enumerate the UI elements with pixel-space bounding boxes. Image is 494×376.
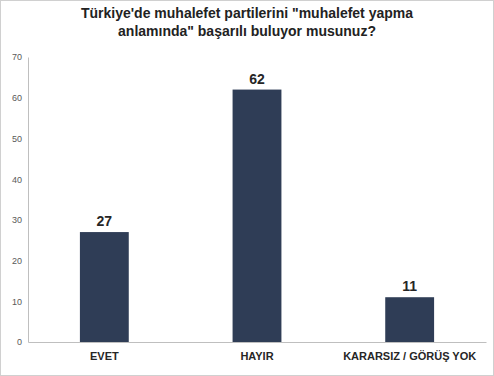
y-axis-line [28,58,29,343]
y-tick-label: 60 [12,93,22,103]
y-tick: 0 [17,337,28,347]
data-labels: 27 62 11 [97,71,418,295]
y-tick: 60 [12,93,28,103]
y-tick: 30 [12,215,28,225]
bar [233,90,282,342]
x-tick: HAYIR [240,342,273,362]
bars [80,90,434,342]
x-tick: KARARSIZ / GÖRÜŞ YOK [343,342,476,362]
chart-frame [1,1,494,376]
x-tick: EVET [90,342,119,362]
y-tick-label: 70 [12,52,22,62]
bar [80,232,129,342]
y-tick: 10 [12,297,28,307]
y-tick: 50 [12,134,28,144]
x-tick-label: KARARSIZ / GÖRÜŞ YOK [343,350,476,362]
y-tick-label: 40 [12,175,22,185]
y-tick-label: 50 [12,134,22,144]
title-line: anlamında" başarılı buluyor musunuz? [118,23,376,39]
y-tick-label: 20 [12,256,22,266]
title-line: Türkiye'de muhalefet partilerini "muhale… [81,5,413,21]
x-axis: EVET HAYIR KARARSIZ / GÖRÜŞ YOK [29,342,487,362]
data-label: 62 [249,71,265,87]
x-axis-line [29,342,487,343]
y-tick-label: 30 [12,215,22,225]
y-tick: 70 [12,52,28,62]
chart-title: Türkiye'de muhalefet partilerini "muhale… [81,5,413,39]
data-label: 27 [97,213,113,229]
y-tick: 40 [12,175,28,185]
plot: 0 10 20 30 40 50 60 70 EVET HAYIR KARARSIZ / GÖRÜŞ… [12,52,487,361]
x-tick-label: HAYIR [240,350,273,362]
y-tick-label: 10 [12,297,22,307]
y-tick: 20 [12,256,28,266]
y-tick-label: 0 [17,337,22,347]
y-axis: 0 10 20 30 40 50 60 70 [12,52,29,347]
bar [385,297,434,342]
x-tick-label: EVET [90,350,119,362]
data-label: 11 [402,278,417,294]
